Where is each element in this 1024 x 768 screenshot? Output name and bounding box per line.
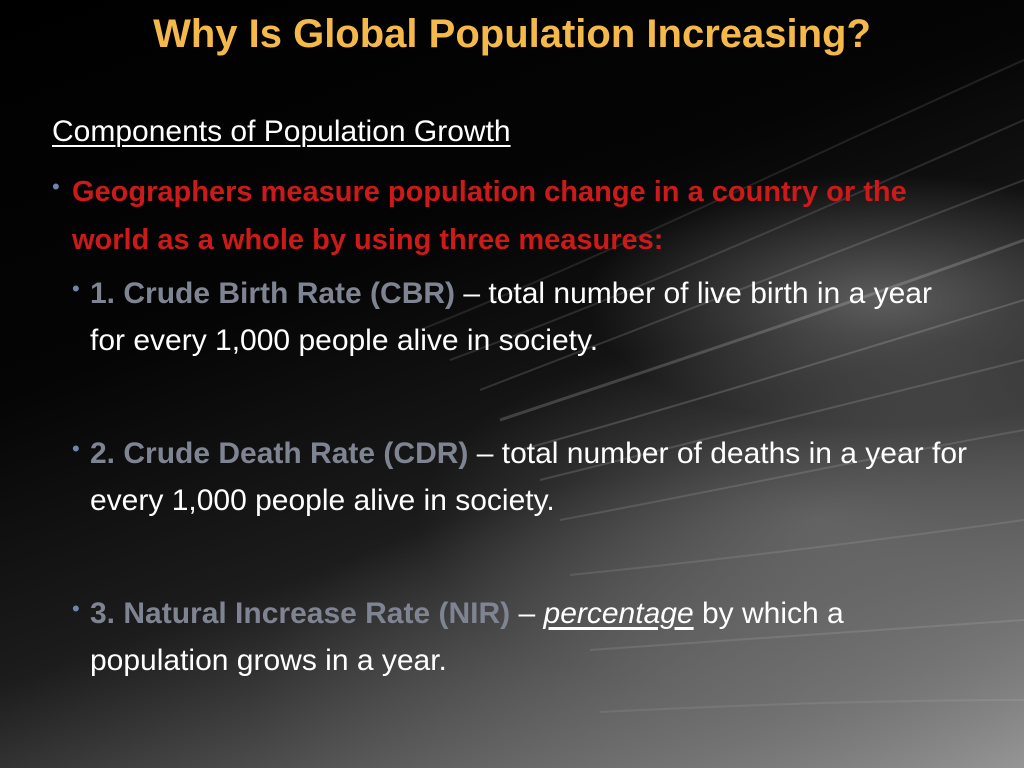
bullet-icon: • bbox=[72, 596, 80, 621]
section-heading: Components of Population Growth bbox=[52, 115, 511, 148]
slide-title: Why Is Global Population Increasing? bbox=[153, 12, 871, 56]
intro-bullet-text: Geographers measure population change in… bbox=[72, 176, 907, 256]
measure-text: 1. Crude Birth Rate (CBR) – total number… bbox=[90, 270, 972, 364]
measure-item: • 3. Natural Increase Rate (NIR) – perce… bbox=[72, 590, 972, 684]
intro-bullet: • Geographers measure population change … bbox=[52, 168, 992, 264]
measure-text: 3. Natural Increase Rate (NIR) – percent… bbox=[90, 590, 972, 684]
measure-definition: by which a population grows in a year. bbox=[90, 597, 844, 677]
measure-term: 2. Crude Death Rate (CDR) bbox=[90, 437, 469, 470]
measure-emphasis: percentage bbox=[543, 597, 694, 630]
measure-dash: – bbox=[510, 597, 544, 630]
bullet-icon: • bbox=[52, 174, 60, 199]
measure-dash: – bbox=[455, 277, 489, 310]
measure-term: 1. Crude Birth Rate (CBR) bbox=[90, 277, 456, 310]
measure-definition: total number of live birth in a year for… bbox=[90, 277, 932, 357]
measure-item: • 2. Crude Death Rate (CDR) – total numb… bbox=[72, 430, 972, 524]
measure-item: • 1. Crude Birth Rate (CBR) – total numb… bbox=[72, 270, 972, 364]
bullet-icon: • bbox=[72, 436, 80, 461]
measure-text: 2. Crude Death Rate (CDR) – total number… bbox=[90, 430, 972, 524]
bullet-icon: • bbox=[72, 276, 80, 301]
measure-definition: total number of deaths in a year for eve… bbox=[90, 437, 968, 517]
measure-term: 3. Natural Increase Rate (NIR) bbox=[90, 597, 511, 630]
measure-dash: – bbox=[468, 437, 502, 470]
